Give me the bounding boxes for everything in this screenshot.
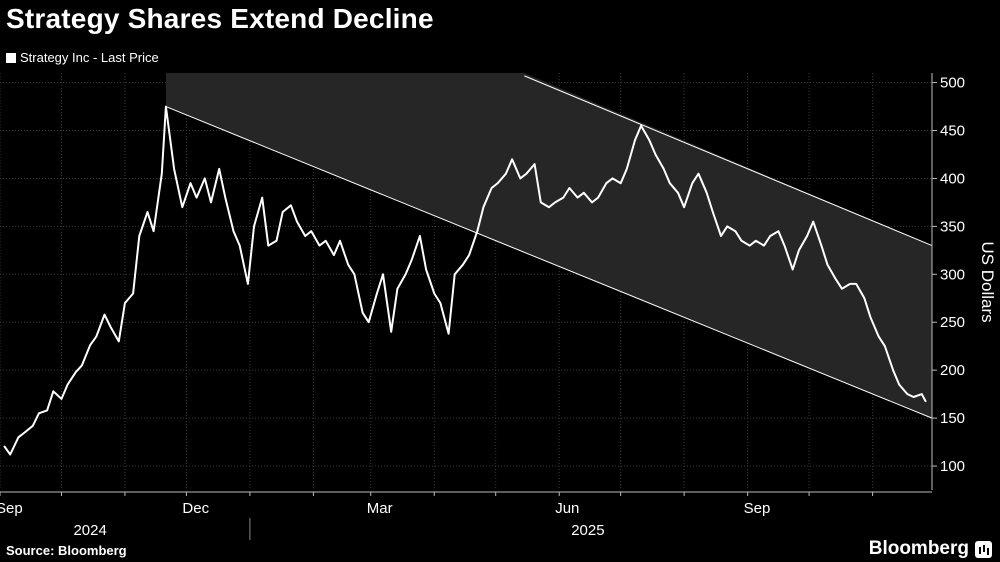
- trend-channel-lower-line: [165, 106, 933, 419]
- legend-label: Strategy Inc - Last Price: [20, 50, 159, 65]
- y-tick-label: 300: [940, 266, 965, 283]
- series-line-0: [3, 105, 927, 456]
- y-axis: 100 150 200 250 300 350 400 450 500: [931, 73, 965, 490]
- x-year-label: 2025: [571, 522, 604, 539]
- trend-channel-fill: [165, 73, 932, 419]
- x-tick-label: Mar: [367, 500, 393, 517]
- chart-title: Strategy Shares Extend Decline: [6, 3, 434, 34]
- x-tick-label: Jun: [555, 500, 579, 517]
- y-tick-label: 250: [940, 314, 965, 331]
- y-tick-label: 100: [940, 458, 965, 475]
- x-tick-label: Sep: [744, 500, 771, 517]
- y-tick-label: 350: [940, 218, 965, 235]
- x-tick-label: Sep: [0, 500, 23, 517]
- y-tick-label: 400: [940, 170, 965, 187]
- y-tick-label: 450: [940, 123, 965, 140]
- brand-name: Bloomberg: [868, 538, 969, 559]
- x-axis: Sep Dec Mar Jun Sep 2024 2025: [0, 491, 932, 540]
- x-year-label: 2024: [73, 522, 106, 539]
- legend-swatch: [6, 52, 16, 63]
- bloomberg-chart-icon: [975, 540, 992, 558]
- series-line-group: [3, 105, 927, 456]
- y-axis-label: US Dollars: [978, 241, 997, 322]
- source-note: Source: Bloomberg: [6, 543, 127, 558]
- y-tick-label: 150: [940, 410, 965, 427]
- y-tick-label: 500: [940, 75, 965, 92]
- x-tick-label: Dec: [182, 500, 209, 517]
- y-tick-label: 200: [940, 362, 965, 379]
- legend: Strategy Inc - Last Price: [6, 50, 159, 65]
- brand-logo: Bloomberg: [869, 538, 992, 560]
- trend-channel-upper-line: [524, 75, 933, 247]
